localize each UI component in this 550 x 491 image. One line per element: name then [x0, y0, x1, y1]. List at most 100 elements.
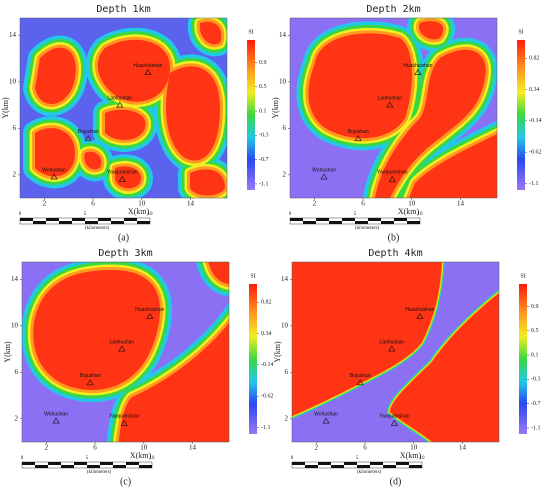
colorbar-tick-label: 0.5	[531, 328, 539, 334]
scale-bar-segment	[59, 221, 72, 224]
scale-bar-segment	[100, 462, 113, 465]
heatmap	[292, 262, 499, 442]
scale-bar-label: 0	[19, 212, 22, 217]
y-axis-label: Y(km)	[1, 97, 10, 119]
panel-caption: (c)	[120, 476, 131, 487]
y-axis-label: Y(km)	[271, 97, 280, 119]
site-marker	[388, 345, 396, 352]
scale-bar-label: 10	[150, 456, 156, 461]
colorbar-tick-label: -1.1	[531, 425, 541, 431]
site-label: Wohushan	[44, 411, 68, 417]
heatmap	[22, 262, 229, 442]
scale-bar-segment	[85, 221, 98, 224]
scale-bar-segment	[113, 465, 126, 468]
colorbar-tick-label: -0.62	[261, 394, 274, 400]
x-tick-label: 6	[363, 444, 367, 452]
site-label: Yaoquanshan	[107, 170, 138, 176]
colorbar-tick-label: -0.14	[529, 118, 542, 124]
y-tick-label: 14	[281, 275, 289, 283]
scale-bar-segment	[22, 462, 35, 465]
site-marker	[416, 312, 424, 319]
y-tick-label: 2	[283, 170, 287, 178]
scale-bar-segment	[20, 218, 33, 221]
x-tick-label: 14	[457, 200, 465, 208]
scale-bar-segment	[74, 462, 87, 465]
site-label: Huashuishan	[133, 63, 162, 69]
colorbar-tick-label: 0.82	[529, 56, 540, 62]
site-marker	[52, 417, 60, 424]
scale-bar-label: 0	[21, 456, 24, 461]
colorbar-tick-label: 0.9	[259, 60, 267, 66]
site-label: Laohushan	[379, 339, 404, 345]
x-tick-label: 2	[45, 444, 49, 452]
colorbar-label: SI	[518, 29, 523, 35]
colorbar	[247, 40, 255, 190]
site-marker	[414, 68, 422, 75]
x-tick-label: 2	[43, 200, 47, 208]
x-tick-label: 10	[410, 444, 418, 452]
x-axis-label: X(km)	[128, 207, 150, 216]
scale-bar-segment	[290, 218, 303, 221]
y-tick-label: 10	[9, 77, 17, 85]
scale-bar-segment	[33, 221, 46, 224]
scale-bar-label: 5	[84, 212, 87, 217]
site-label: Laohushan	[377, 95, 402, 101]
x-tick-label: 6	[361, 200, 365, 208]
scale-bar-segment	[381, 221, 394, 224]
site-marker	[322, 417, 330, 424]
panel: Depth 2km 2 6 10 14 2 6 10 14 X(km) Y(km) Huashuish…	[271, 4, 542, 243]
x-tick-label: 14	[459, 444, 467, 452]
x-tick-label: 2	[313, 200, 317, 208]
scale-bar-segment	[370, 462, 383, 465]
colorbar-tick-label: -1.1	[259, 181, 269, 187]
site-label: Bojushan	[78, 129, 99, 135]
scale-bar-label: 10	[420, 456, 426, 461]
scale-bar-segment	[344, 462, 357, 465]
x-axis-label: X(km)	[398, 207, 420, 216]
colorbar	[249, 284, 257, 434]
scale-bar-segment	[316, 218, 329, 221]
y-tick-label: 14	[9, 31, 17, 39]
heatmap	[20, 18, 227, 198]
x-tick-label: 14	[189, 444, 197, 452]
colorbar-tick-label: 0.34	[261, 331, 272, 337]
x-tick-label: 2	[315, 444, 319, 452]
y-tick-label: 2	[285, 414, 289, 422]
colorbar-tick-label: -0.14	[261, 362, 274, 368]
colorbar-label: SI	[248, 29, 253, 35]
panel: Depth 1km 2 6 10 14 2 6 10 14 X(km) Y(km) Huashuish…	[1, 4, 269, 243]
site-label: Yaoquanshan	[109, 414, 140, 420]
scale-bar-segment	[331, 465, 344, 468]
y-tick-label: 10	[279, 77, 287, 85]
scale-bar-segment	[305, 465, 318, 468]
panel: Depth 3km 2 6 10 14 2 6 10 14 X(km) Y(km) Huashuish…	[3, 248, 274, 487]
colorbar-tick-label: 0.1	[259, 108, 267, 114]
colorbar-tick-label: 0.34	[529, 87, 540, 93]
colorbar-tick-label: -0.62	[529, 150, 542, 156]
x-tick-label: 10	[138, 200, 146, 208]
scale-bar-segment	[303, 221, 316, 224]
scale-bar-unit: (kilometers)	[357, 470, 382, 475]
site-label: Wohushan	[312, 167, 336, 173]
site-marker	[356, 379, 364, 386]
scale-bar-segment	[407, 221, 420, 224]
scale-bar-segment	[48, 462, 61, 465]
y-axis-label: Y(km)	[3, 341, 12, 363]
site-label: Bojushan	[80, 373, 101, 379]
scale-bar-segment	[98, 218, 111, 221]
scale-bar-label: 0	[291, 456, 294, 461]
scale-bar-segment	[137, 221, 150, 224]
site-label: Huashuishan	[403, 63, 432, 69]
colorbar-tick-label: 0.1	[531, 352, 539, 358]
scale-bar-label: 5	[354, 212, 357, 217]
scale-bar-unit: (kilometers)	[85, 226, 110, 231]
colorbar-tick-label: -0.3	[531, 377, 541, 383]
x-axis-label: X(km)	[130, 451, 152, 460]
scale-bar-frame	[291, 461, 423, 469]
site-label: Bojushan	[350, 373, 371, 379]
y-tick-label: 10	[11, 321, 19, 329]
y-tick-label: 14	[279, 31, 287, 39]
y-tick-label: 6	[13, 124, 17, 132]
site-label: Yaoquanshan	[379, 414, 410, 420]
x-axis-label: X(km)	[400, 451, 422, 460]
